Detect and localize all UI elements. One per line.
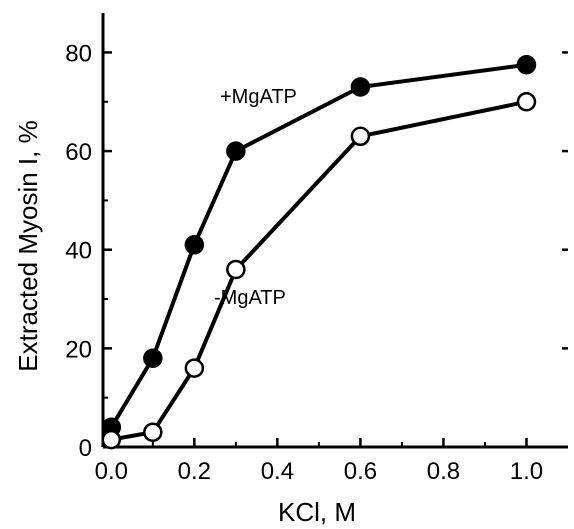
x-tick-label-4: 0.8 bbox=[427, 458, 460, 485]
series-1-point-3 bbox=[226, 259, 246, 280]
series-line-0 bbox=[109, 62, 527, 429]
x-axis-label: KCl, M bbox=[278, 497, 356, 527]
y-axis-label: Extracted Myosin I, % bbox=[13, 120, 43, 371]
series-label-plus-mgatp: +MgATP bbox=[220, 86, 297, 108]
y-tick-label-0: 0 bbox=[79, 435, 92, 462]
x-tick-label-5: 1.0 bbox=[510, 458, 543, 485]
series-1-point-4 bbox=[350, 126, 371, 147]
x-tick-label-1: 0.2 bbox=[178, 458, 211, 485]
series-label-minus-mgatp: -MgATP bbox=[214, 287, 286, 309]
series-1-point-0 bbox=[101, 429, 122, 450]
x-tick-label-2: 0.4 bbox=[261, 458, 294, 485]
series-lines bbox=[109, 62, 527, 442]
y-tick-label-2: 40 bbox=[65, 238, 92, 265]
y-tick-label-3: 60 bbox=[65, 139, 92, 166]
y-tick-label-1: 20 bbox=[65, 336, 92, 363]
series-1-point-2 bbox=[184, 358, 205, 378]
series-1-point-1 bbox=[143, 422, 163, 442]
x-tick-label-3: 0.6 bbox=[344, 458, 377, 485]
series-0-point-2 bbox=[184, 235, 205, 255]
ticks: 0.0 0.2 0.4 0.6 0.8 1.0 0 20 40 60 80 bbox=[65, 40, 568, 485]
series-0-point-1 bbox=[143, 348, 163, 368]
series-points bbox=[101, 55, 537, 450]
series-line-1 bbox=[110, 99, 527, 442]
series-0-point-4 bbox=[350, 77, 371, 97]
series-0-point-5 bbox=[516, 55, 537, 75]
series-1-point-5 bbox=[516, 92, 537, 112]
x-tick-label-0: 0.0 bbox=[95, 458, 128, 485]
series-0-point-3 bbox=[226, 141, 246, 161]
axes bbox=[101, 13, 568, 449]
y-tick-label-4: 80 bbox=[65, 40, 92, 67]
